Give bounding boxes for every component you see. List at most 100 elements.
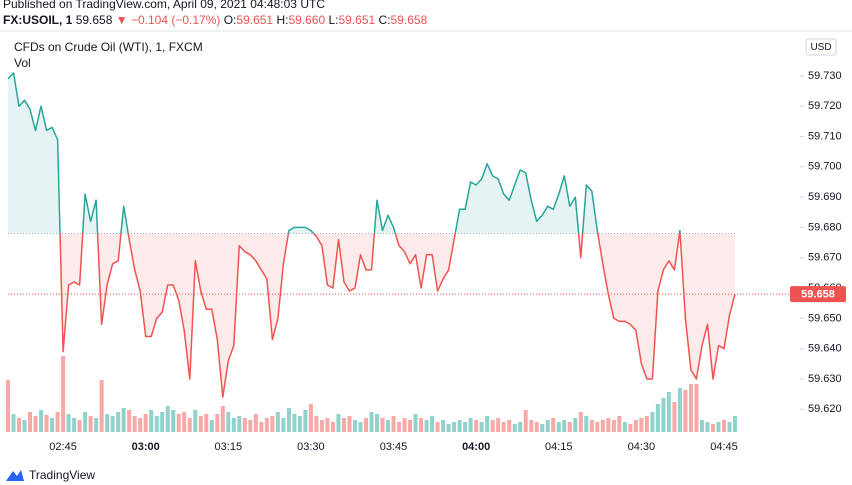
volume-bar: [408, 420, 413, 432]
volume-bar: [330, 422, 335, 432]
price-line: [7, 72, 736, 398]
volume-bar: [479, 422, 484, 432]
volume-bar: [688, 384, 693, 432]
volume-bar: [121, 408, 126, 432]
change: −0.104 (−0.17%): [131, 13, 220, 27]
volume-bar: [61, 356, 66, 432]
volume-bar: [44, 415, 49, 432]
volume-bar: [347, 416, 352, 432]
last-price: 59.658: [76, 13, 113, 27]
y-tick-label: 59.670: [808, 252, 842, 264]
volume-bar: [198, 416, 203, 432]
volume-bar: [160, 412, 165, 432]
volume-bar: [705, 422, 710, 432]
volume-bar: [578, 412, 583, 432]
published-note: Published on TradingView.com, April 09, …: [3, 0, 325, 11]
volume-bar: [507, 420, 512, 432]
volume-bar: [474, 420, 479, 432]
volume-bar: [176, 414, 181, 432]
volume-bar: [72, 418, 77, 432]
volume-bar: [595, 422, 600, 432]
open-label: O:: [224, 13, 237, 27]
volume-bar: [441, 420, 446, 432]
y-tick-label: 59.630: [808, 373, 842, 385]
volume-bar: [209, 420, 214, 432]
volume-bar: [567, 422, 572, 432]
volume-bar: [88, 416, 93, 432]
volume-bar: [110, 416, 115, 432]
volume-bar: [644, 416, 649, 432]
volume-bar: [556, 422, 561, 432]
y-tick-label: 59.700: [808, 161, 842, 173]
volume-bar: [341, 418, 346, 432]
volume-bar: [369, 412, 374, 432]
open: 59.651: [236, 13, 273, 27]
x-tick-label: 04:15: [545, 441, 573, 453]
volume-bar: [308, 404, 313, 432]
volume-bar: [611, 420, 616, 432]
volume-bar: [292, 414, 297, 432]
volume-bar: [66, 414, 71, 432]
x-tick-label: 02:45: [49, 441, 77, 453]
low: 59.651: [339, 13, 376, 27]
y-tick-label: 59.710: [808, 130, 842, 142]
currency-box[interactable]: [805, 38, 837, 56]
volume-bar: [242, 418, 247, 432]
volume-bar: [182, 412, 187, 432]
high-label: H:: [276, 13, 288, 27]
volume-bar: [375, 414, 380, 432]
volume-bar: [672, 402, 677, 432]
volume-bar: [77, 420, 82, 432]
y-tick-label: 59.620: [808, 403, 842, 415]
volume-bar: [39, 410, 44, 432]
volume-bar: [529, 420, 534, 432]
y-tick-label: 59.650: [808, 312, 842, 324]
volume-bar: [127, 410, 132, 432]
volume-bar: [314, 416, 319, 432]
volume-bar: [523, 410, 528, 432]
volume-bar: [22, 420, 27, 432]
volume-bar: [248, 420, 253, 432]
volume-bar: [105, 414, 110, 432]
volume-bar: [413, 414, 418, 432]
volume-bar: [650, 412, 655, 432]
volume-bar: [220, 406, 225, 432]
x-tick-label: 03:00: [132, 441, 160, 453]
volume-bar: [666, 392, 671, 432]
x-tick-label: 03:15: [215, 441, 243, 453]
volume-bar: [452, 422, 457, 432]
volume-bar: [237, 416, 242, 432]
volume-bar: [721, 420, 726, 432]
footer-logo: TradingView: [6, 468, 95, 482]
x-tick-label: 03:30: [297, 441, 325, 453]
volume-bar: [264, 418, 269, 432]
symbol: FX:USOIL, 1: [3, 13, 73, 27]
currency: USD: [810, 42, 831, 53]
volume-bar: [55, 412, 60, 432]
volume-bar: [149, 410, 154, 432]
volume-bar: [589, 420, 594, 432]
volume-bar: [386, 420, 391, 432]
volume-bar: [165, 406, 170, 432]
volume-bar: [50, 418, 55, 432]
volume-bar: [584, 416, 589, 432]
x-tick-label: 04:45: [710, 441, 738, 453]
volume-bar: [215, 414, 220, 432]
volume-bar: [424, 420, 429, 432]
volume-bar: [391, 416, 396, 432]
high: 59.660: [288, 13, 325, 27]
volume-bar: [733, 416, 737, 432]
volume-bar: [551, 418, 556, 432]
volume-bar: [540, 424, 545, 432]
volume-bar: [99, 380, 104, 432]
volume-bar: [352, 420, 357, 432]
volume-bar: [380, 418, 385, 432]
volume-bar: [402, 418, 407, 432]
change-arrow: ▼: [116, 13, 128, 27]
volume-bar: [617, 416, 622, 432]
volume-bar: [699, 420, 704, 432]
volume-bar: [143, 414, 148, 432]
volume-bar: [11, 414, 16, 432]
volume-bar: [94, 418, 99, 432]
